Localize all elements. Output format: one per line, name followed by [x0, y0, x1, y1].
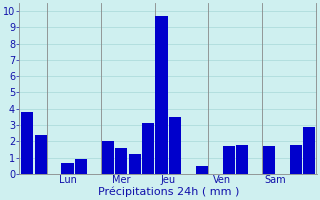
Bar [169, 117, 181, 174]
Bar [196, 166, 208, 174]
Bar [102, 141, 114, 174]
Bar [129, 154, 141, 174]
X-axis label: Précipitations 24h ( mm ): Précipitations 24h ( mm ) [98, 187, 239, 197]
Bar [156, 16, 168, 174]
Bar [303, 127, 315, 174]
Bar [35, 135, 47, 174]
Bar [61, 163, 74, 174]
Bar [115, 148, 127, 174]
Bar [75, 159, 87, 174]
Bar [142, 123, 154, 174]
Bar [223, 146, 235, 174]
Bar [290, 145, 302, 174]
Bar [263, 146, 275, 174]
Bar [236, 145, 248, 174]
Bar [21, 112, 33, 174]
